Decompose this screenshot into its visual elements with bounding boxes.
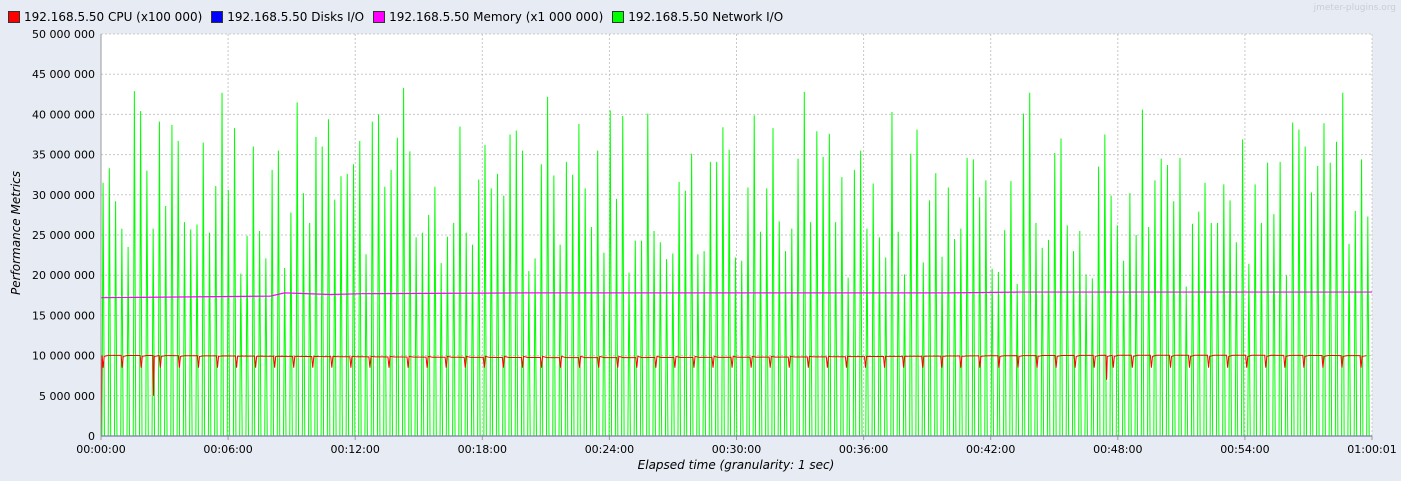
x-tick-label: 00:12:00 [330,443,379,456]
legend-item-cpu[interactable]: 192.168.5.50 CPU (x100 000) [8,10,202,24]
legend-label-cpu: 192.168.5.50 CPU (x100 000) [24,10,203,24]
y-axis-label: Performance Metrics [9,171,23,295]
series-network-io [101,87,1372,437]
y-tick-label: 10 000 000 [32,350,95,363]
y-tick-label: 25 000 000 [32,229,95,242]
x-tick-label: 00:00:00 [76,443,125,456]
y-tick-label: 0 [88,430,95,443]
x-tick-label: 01:00:01 [1347,443,1396,456]
watermark: jmeter-plugins.org [1313,3,1396,13]
legend-swatch-network [612,11,625,23]
legend: 192.168.5.50 CPU (x100 000) 192.168.5.50… [8,8,792,26]
y-tick-label: 30 000 000 [32,189,95,202]
series-cpu [100,354,1367,437]
x-tick-label: 00:48:00 [1093,443,1142,456]
y-tick-label: 35 000 000 [32,149,95,162]
y-tick-label: 20 000 000 [32,269,95,282]
x-tick-label: 00:06:00 [203,443,252,456]
legend-item-memory[interactable]: 192.168.5.50 Memory (x1 000 000) [373,10,603,24]
series-memory [100,291,1372,299]
y-tick-label: 45 000 000 [32,68,95,81]
y-tick-label: 40 000 000 [32,108,95,121]
legend-item-network[interactable]: 192.168.5.50 Network I/O [612,10,783,24]
x-tick-label: 00:42:00 [966,443,1015,456]
y-tick-label: 5 000 000 [39,390,95,403]
legend-label-network: 192.168.5.50 Network I/O [628,10,784,24]
legend-item-disks[interactable]: 192.168.5.50 Disks I/O [211,10,364,24]
legend-swatch-cpu [8,11,20,23]
legend-swatch-disks [211,11,224,23]
x-tick-label: 00:54:00 [1220,443,1269,456]
x-tick-label: 00:18:00 [458,443,507,456]
legend-label-memory: 192.168.5.50 Memory (x1 000 000) [389,10,604,24]
x-tick-label: 00:30:00 [712,443,761,456]
y-tick-label: 15 000 000 [32,309,95,322]
x-axis-label: Elapsed time (granularity: 1 sec) [638,458,835,472]
y-tick-label: 50 000 000 [32,28,95,41]
y-tick-labels: 0 5 000 000 10 000 000 15 000 000 20 000 000… [32,28,95,443]
legend-label-disks: 192.168.5.50 Disks I/O [227,10,365,24]
legend-swatch-memory [373,11,386,23]
x-tick-label: 00:24:00 [585,443,634,456]
x-tick-labels: 00:00:00 00:06:00 00:12:00 00:18:00 00:24:00… [76,443,1396,456]
x-tick-label: 00:36:00 [839,443,888,456]
